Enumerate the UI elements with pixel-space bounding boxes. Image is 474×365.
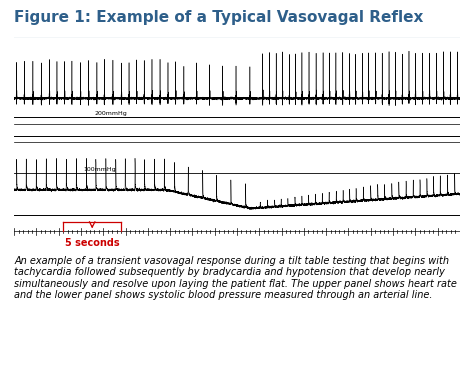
Text: 100mmHg: 100mmHg	[83, 166, 116, 172]
Text: 5 seconds: 5 seconds	[65, 238, 119, 247]
Text: An example of a transient vasovagal response during a tilt table testing that be: An example of a transient vasovagal resp…	[14, 255, 457, 300]
Text: Figure 1: Example of a Typical Vasovagal Reflex: Figure 1: Example of a Typical Vasovagal…	[14, 11, 424, 26]
Text: 200mmHg: 200mmHg	[94, 111, 127, 116]
